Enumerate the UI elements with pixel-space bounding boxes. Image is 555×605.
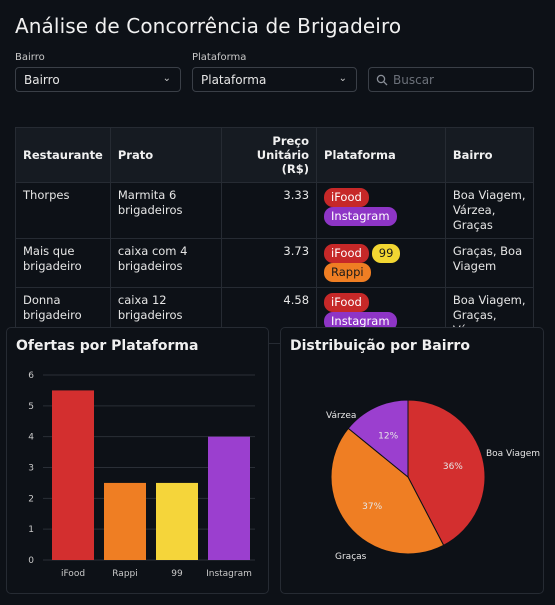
- pie-category-label: Graças: [335, 552, 367, 562]
- cell-plataforma: iFoodInstagram: [316, 182, 446, 239]
- platform-badge: iFood: [324, 188, 369, 207]
- search-placeholder: Buscar: [393, 73, 434, 87]
- column-header-prato[interactable]: Prato: [109, 127, 222, 183]
- column-header-plataforma[interactable]: Plataforma: [316, 127, 446, 183]
- column-header-preco[interactable]: Preço Unitário (R$): [220, 127, 318, 183]
- bar: [208, 436, 250, 560]
- chevron-down-icon: ⌄: [338, 73, 347, 84]
- x-tick-label: Instagram: [206, 569, 252, 579]
- cell-prato: caixa com 4 brigadeiros: [109, 238, 222, 288]
- page-title: Análise de Concorrência de Brigadeiro: [15, 14, 402, 38]
- y-tick-label: 5: [28, 402, 34, 412]
- bairro-filter-label: Bairro: [15, 52, 45, 63]
- pie-percent-label: 37%: [362, 502, 382, 512]
- plataforma-select[interactable]: Plataforma ⌄: [192, 67, 357, 92]
- table-row[interactable]: Mais que brigadeiro caixa com 4 brigadeir…: [15, 238, 535, 288]
- search-input[interactable]: Buscar: [368, 67, 534, 92]
- platform-badge: Instagram: [324, 207, 397, 226]
- platform-badge: Rappi: [324, 263, 371, 282]
- bar-chart-panel: Ofertas por Plataforma 0 1 2 3 4 5 6 iFood Rappi…: [6, 327, 269, 594]
- column-header-bairro[interactable]: Bairro: [444, 127, 535, 183]
- platform-badge: iFood: [324, 244, 369, 263]
- plataforma-filter-label: Plataforma: [192, 52, 247, 63]
- pie-slice: [347, 399, 409, 479]
- cell-restaurante: Thorpes: [15, 182, 111, 239]
- cell-plataforma: iFood 99Rappi: [316, 238, 446, 288]
- platform-badge: iFood: [324, 293, 369, 312]
- bar: [104, 482, 146, 560]
- cell-prato: Marmita 6 brigadeiros: [109, 182, 222, 239]
- bar-chart: 0 1 2 3 4 5 6 iFood Rappi 99 Instagram: [28, 371, 255, 579]
- pie-percent-label: 36%: [443, 462, 463, 472]
- cell-preco: 3.33: [220, 182, 318, 239]
- chevron-down-icon: ⌄: [162, 73, 171, 84]
- pie-slice: [330, 427, 445, 555]
- platform-badge: Instagram: [324, 312, 397, 331]
- pie-chart-title: Distribuição por Bairro: [290, 338, 470, 354]
- cell-preco: 3.73: [220, 238, 318, 288]
- search-icon: [376, 74, 388, 86]
- x-tick-label: iFood: [61, 569, 85, 579]
- y-tick-label: 4: [28, 433, 34, 443]
- column-header-restaurante[interactable]: Restaurante: [15, 127, 111, 183]
- plataforma-select-value: Plataforma: [201, 73, 267, 87]
- y-tick-label: 2: [28, 494, 34, 504]
- x-tick-label: Rappi: [112, 569, 138, 579]
- pie-category-label: Boa Viagem: [486, 449, 540, 459]
- table-row[interactable]: Thorpes Marmita 6 brigadeiros 3.33 iFoodIns…: [15, 182, 535, 239]
- pie-category-label: Várzea: [326, 411, 356, 421]
- competitors-table: Restaurante Prato Preço Unitário (R$) Pl…: [15, 127, 535, 344]
- y-tick-label: 6: [28, 371, 34, 381]
- pie-slice: [407, 399, 486, 546]
- bairro-select[interactable]: Bairro ⌄: [15, 67, 181, 92]
- x-tick-label: 99: [171, 569, 183, 579]
- y-tick-label: 1: [28, 525, 34, 535]
- bairro-select-value: Bairro: [24, 73, 60, 87]
- pie-percent-label: 12%: [378, 431, 398, 441]
- platform-badge: 99: [371, 244, 401, 263]
- bar: [52, 390, 94, 560]
- cell-bairro: Graças, Boa Viagem: [444, 238, 535, 288]
- cell-bairro: Boa Viagem, Várzea, Graças: [444, 182, 535, 239]
- bar-chart-title: Ofertas por Plataforma: [16, 338, 199, 354]
- y-tick-label: 3: [28, 464, 34, 474]
- pie-chart-panel: Distribuição por Bairro 36% Boa Viagem 37%…: [280, 327, 544, 594]
- pie-chart: 36% Boa Viagem 37% Graças 12% Várzea: [326, 399, 540, 562]
- y-tick-label: 0: [28, 556, 34, 566]
- cell-restaurante: Mais que brigadeiro: [15, 238, 111, 288]
- bar: [156, 482, 198, 560]
